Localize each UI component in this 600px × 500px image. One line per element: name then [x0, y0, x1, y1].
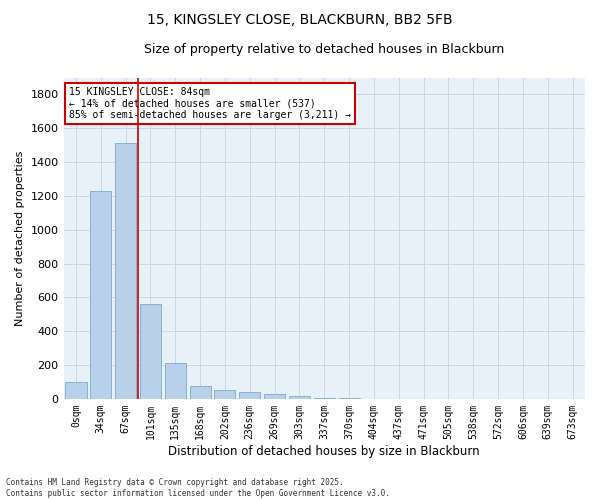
Bar: [65, 382, 86, 399]
Bar: [165, 364, 186, 399]
Bar: [239, 392, 260, 399]
Bar: [115, 144, 136, 399]
Bar: [214, 390, 235, 399]
Bar: [190, 386, 211, 399]
Bar: [90, 191, 112, 399]
Text: Contains HM Land Registry data © Crown copyright and database right 2025.
Contai: Contains HM Land Registry data © Crown c…: [6, 478, 390, 498]
Text: 15, KINGSLEY CLOSE, BLACKBURN, BB2 5FB: 15, KINGSLEY CLOSE, BLACKBURN, BB2 5FB: [147, 12, 453, 26]
Bar: [314, 398, 335, 399]
Title: Size of property relative to detached houses in Blackburn: Size of property relative to detached ho…: [144, 42, 505, 56]
X-axis label: Distribution of detached houses by size in Blackburn: Distribution of detached houses by size …: [169, 444, 480, 458]
Text: 15 KINGSLEY CLOSE: 84sqm
← 14% of detached houses are smaller (537)
85% of semi-: 15 KINGSLEY CLOSE: 84sqm ← 14% of detach…: [69, 87, 351, 120]
Bar: [289, 396, 310, 399]
Bar: [264, 394, 285, 399]
Y-axis label: Number of detached properties: Number of detached properties: [15, 150, 25, 326]
Bar: [140, 304, 161, 399]
